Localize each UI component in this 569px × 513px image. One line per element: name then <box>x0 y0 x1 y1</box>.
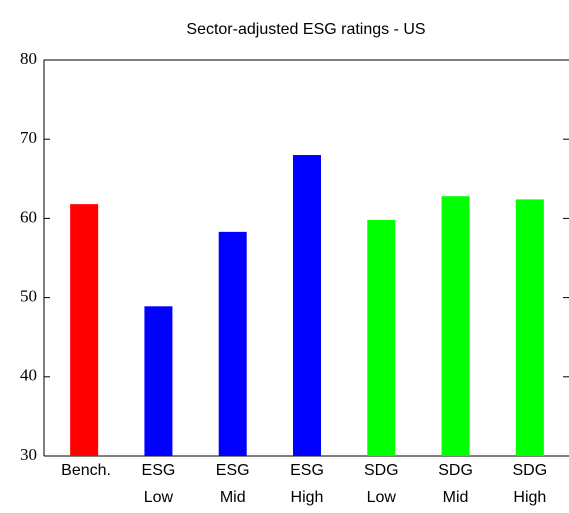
x-tick-label: ESG High <box>290 462 324 506</box>
y-tick-label: 40 <box>20 366 37 385</box>
x-tick-label: Bench. <box>61 462 111 479</box>
x-tick-label: SDG Mid <box>438 462 473 506</box>
y-tick-label: 60 <box>20 207 37 226</box>
chart-title: Sector-adjusted ESG ratings - US <box>186 21 425 38</box>
x-tick-label: ESG Low <box>141 462 176 506</box>
y-tick-label: 70 <box>20 128 37 147</box>
y-tick-label: 50 <box>20 287 37 306</box>
bar <box>144 306 173 456</box>
bar <box>515 199 544 456</box>
x-tick-label: SDG Low <box>363 462 399 506</box>
bar <box>70 204 99 456</box>
bar <box>367 219 396 456</box>
y-tick-label: 80 <box>20 49 37 68</box>
x-tick-label: ESG Mid <box>215 462 250 506</box>
bar <box>293 155 321 457</box>
bar <box>441 196 470 456</box>
y-tick-label: 30 <box>20 445 37 464</box>
x-tick-label: SDG High <box>512 462 548 506</box>
bar <box>218 231 247 456</box>
